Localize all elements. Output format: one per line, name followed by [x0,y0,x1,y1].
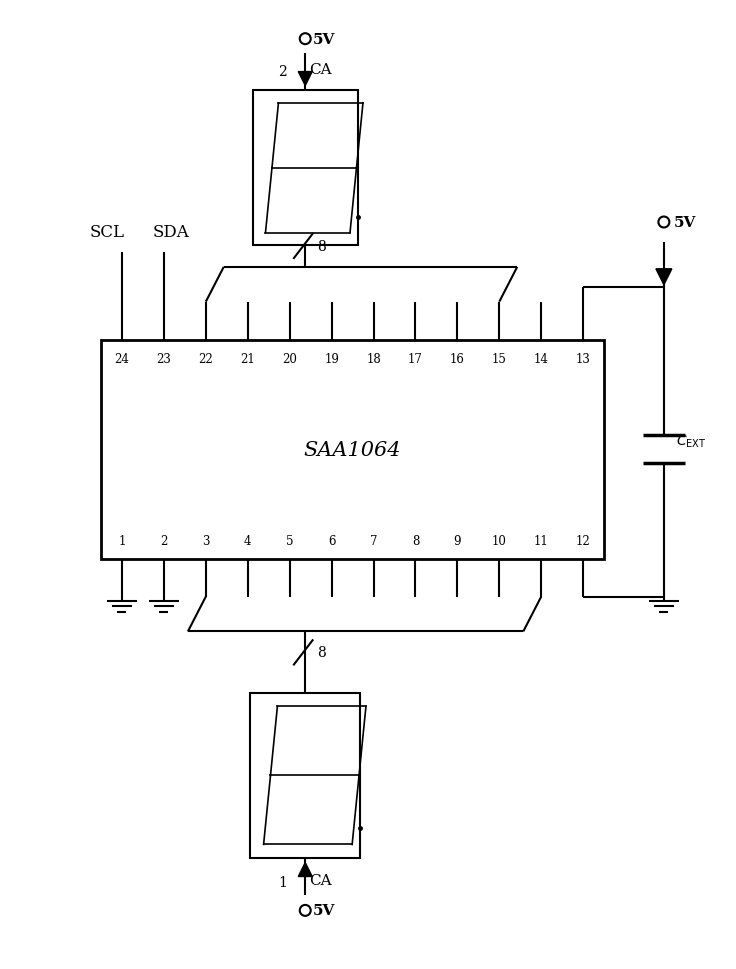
Bar [253,91,358,246]
Text: 5V: 5V [314,903,336,918]
Text: 5V: 5V [674,216,696,230]
Text: $\mathit{C}_{\rm EXT}$: $\mathit{C}_{\rm EXT}$ [676,433,707,450]
Text: 11: 11 [534,534,548,547]
Text: 21: 21 [241,352,255,365]
Polygon shape [656,269,672,286]
Bar [101,340,604,559]
Text: 13: 13 [576,352,590,365]
Text: 10: 10 [492,534,506,547]
Text: SDA: SDA [152,224,189,240]
Text: 22: 22 [199,352,213,365]
Text: 24: 24 [115,352,130,365]
Text: 2: 2 [278,65,287,78]
Text: SCL: SCL [90,224,124,240]
Polygon shape [298,73,312,86]
Text: 18: 18 [366,352,381,365]
Text: SAA1064: SAA1064 [304,440,401,459]
Text: 23: 23 [157,352,171,365]
Text: 5: 5 [286,534,294,547]
Bar [250,694,360,858]
Text: 1: 1 [278,876,287,890]
Text: 8: 8 [317,239,326,254]
Text: 2: 2 [160,534,168,547]
Text: 7: 7 [369,534,378,547]
Text: 9: 9 [453,534,461,547]
Text: 6: 6 [328,534,336,547]
Text: 14: 14 [534,352,548,365]
Text: 8: 8 [411,534,419,547]
Text: 19: 19 [324,352,339,365]
Text: 3: 3 [202,534,210,547]
Text: CA: CA [309,63,332,77]
Text: CA: CA [309,874,332,888]
Text: 4: 4 [244,534,252,547]
Text: 17: 17 [408,352,423,365]
Text: 8: 8 [317,645,326,660]
Polygon shape [298,862,312,877]
Text: 16: 16 [450,352,465,365]
Text: 12: 12 [576,534,590,547]
Text: 1: 1 [118,534,126,547]
Text: 20: 20 [282,352,297,365]
Text: 5V: 5V [314,33,336,47]
Text: 15: 15 [492,352,506,365]
